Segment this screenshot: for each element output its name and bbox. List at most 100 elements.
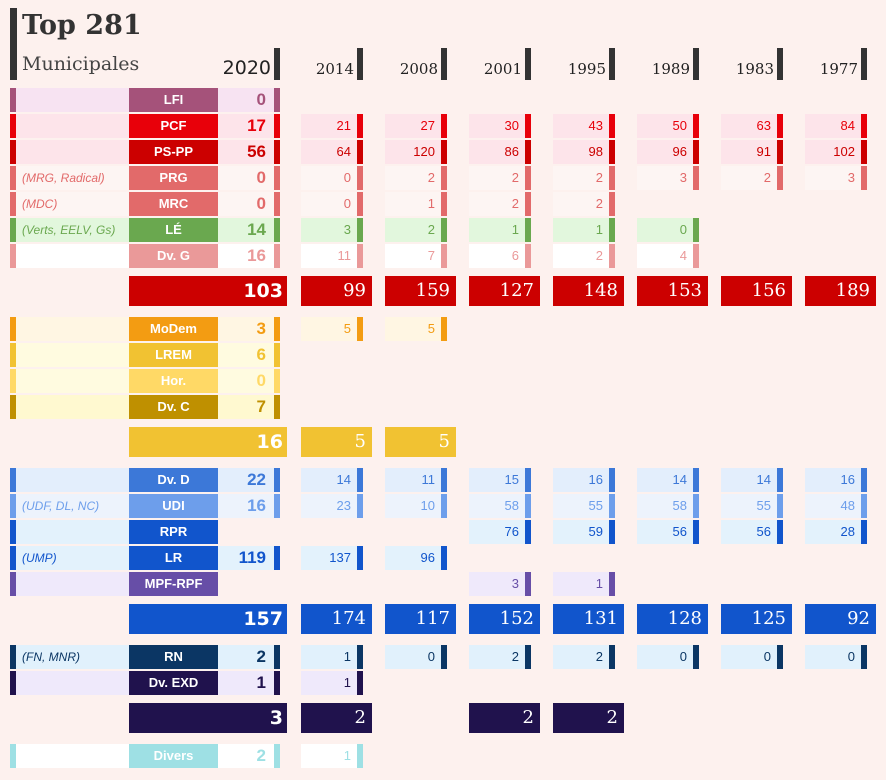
row-accent-stripe xyxy=(10,395,16,419)
value-cell-stripe xyxy=(357,671,363,695)
row-background xyxy=(16,468,129,492)
value-cell-bg xyxy=(553,166,609,190)
value-cell: 84 xyxy=(840,118,855,133)
value-cell: 30 xyxy=(504,118,519,133)
value-cell-bg xyxy=(301,671,357,695)
value-cell-stripe xyxy=(357,546,363,570)
value-cell-stripe xyxy=(441,140,447,164)
row-accent-stripe xyxy=(10,369,16,393)
value-cell: 16 xyxy=(247,246,266,265)
value-cell-stripe xyxy=(357,494,363,518)
row-background xyxy=(16,520,129,544)
row-background xyxy=(16,572,129,596)
value-cell: 0 xyxy=(427,649,435,664)
value-cell: 1 xyxy=(595,222,603,237)
total-cell-extreme-droite: 3 xyxy=(129,703,287,733)
row-background xyxy=(16,317,129,341)
value-cell-bg xyxy=(218,88,274,112)
value-cell-stripe xyxy=(357,744,363,768)
value-cell-stripe xyxy=(609,140,615,164)
value-cell-bg xyxy=(553,218,609,242)
value-cell: 14 xyxy=(247,220,266,239)
value-cell: 63 xyxy=(756,118,771,133)
value-cell-bg xyxy=(301,744,357,768)
value-cell: 1 xyxy=(595,576,603,591)
party-note: (MDC) xyxy=(22,197,58,211)
party-label-ps-pp: PS-PP xyxy=(129,140,218,164)
value-cell-bg xyxy=(553,244,609,268)
party-label-prg: PRG xyxy=(129,166,218,190)
value-cell-bg xyxy=(218,468,274,492)
value-cell-stripe xyxy=(357,166,363,190)
value-cell-stripe xyxy=(693,244,699,268)
value-cell-bg xyxy=(721,166,777,190)
row-background xyxy=(16,244,129,268)
value-cell: 0 xyxy=(847,649,855,664)
value-cell-stripe xyxy=(525,572,531,596)
row-accent-stripe xyxy=(10,192,16,216)
value-cell-bg xyxy=(553,520,609,544)
value-cell-stripe xyxy=(441,645,447,669)
party-label-rn: RN xyxy=(129,645,218,669)
value-cell-stripe xyxy=(525,468,531,492)
chart-subtitle: Municipales xyxy=(22,53,140,75)
value-cell-bg xyxy=(218,192,274,216)
value-cell-stripe xyxy=(525,140,531,164)
value-cell-stripe xyxy=(357,218,363,242)
value-cell-stripe xyxy=(693,645,699,669)
value-cell: 10 xyxy=(420,498,435,513)
value-cell-stripe xyxy=(274,244,280,268)
value-cell: 96 xyxy=(420,550,435,565)
value-cell-stripe xyxy=(609,244,615,268)
value-cell: 4 xyxy=(679,248,687,263)
total-cell-extreme-droite: 2 xyxy=(301,703,372,733)
value-cell-bg xyxy=(469,468,525,492)
total-cell-gauche: 189 xyxy=(805,276,876,306)
value-cell-bg xyxy=(218,546,274,570)
value-cell-bg xyxy=(385,140,441,164)
value-cell: 56 xyxy=(672,524,687,539)
value-cell-bg xyxy=(721,468,777,492)
value-cell-stripe xyxy=(525,218,531,242)
party-label-divers: Divers xyxy=(129,744,218,768)
total-cell-gauche: 153 xyxy=(637,276,708,306)
value-cell-stripe xyxy=(693,520,699,544)
year-header-1989: 1989 xyxy=(651,60,690,78)
row-accent-stripe xyxy=(10,520,16,544)
value-cell: 23 xyxy=(336,498,351,513)
value-cell-bg xyxy=(637,218,693,242)
value-cell: 1 xyxy=(343,748,351,763)
value-cell-bg xyxy=(637,244,693,268)
row-background xyxy=(16,369,129,393)
value-cell-stripe xyxy=(357,317,363,341)
value-cell-stripe xyxy=(441,218,447,242)
party-note: (UMP) xyxy=(22,551,57,565)
value-cell-bg xyxy=(301,317,357,341)
value-cell-bg xyxy=(469,192,525,216)
value-cell-stripe xyxy=(525,520,531,544)
year-header-stripe-1977 xyxy=(861,48,867,80)
value-cell-bg xyxy=(301,468,357,492)
value-cell-bg xyxy=(805,520,861,544)
value-cell-stripe xyxy=(609,114,615,138)
value-cell: 16 xyxy=(840,472,855,487)
value-cell-stripe xyxy=(274,317,280,341)
row-background xyxy=(16,166,129,190)
year-header-1977: 1977 xyxy=(819,60,858,78)
value-cell-stripe xyxy=(274,343,280,367)
value-cell-bg xyxy=(385,317,441,341)
value-cell-bg xyxy=(385,218,441,242)
value-cell-stripe xyxy=(609,572,615,596)
value-cell: 15 xyxy=(504,472,519,487)
value-cell: 2 xyxy=(511,170,519,185)
value-cell-stripe xyxy=(357,140,363,164)
value-cell-bg xyxy=(218,166,274,190)
value-cell-bg xyxy=(721,494,777,518)
year-header-stripe-2014 xyxy=(357,48,363,80)
value-cell-stripe xyxy=(441,244,447,268)
value-cell-stripe xyxy=(693,166,699,190)
value-cell-bg xyxy=(385,114,441,138)
value-cell: 2 xyxy=(511,649,519,664)
value-cell-stripe xyxy=(609,468,615,492)
value-cell-stripe xyxy=(693,140,699,164)
